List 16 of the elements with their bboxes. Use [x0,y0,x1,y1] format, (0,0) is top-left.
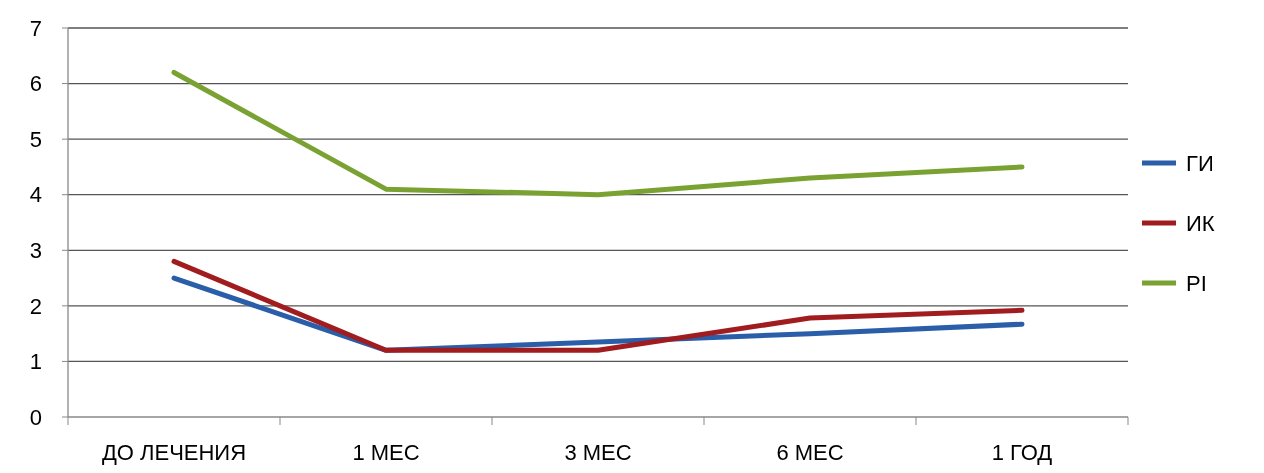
y-tick-label: 7 [29,15,42,41]
legend-label: PI [1186,270,1207,296]
y-tick-label: 0 [29,404,42,430]
y-tick-label: 1 [29,349,42,375]
x-tick-label: 1 МЕС [352,440,420,465]
y-tick-label: 6 [29,71,42,97]
y-tick-label: 3 [29,237,42,263]
x-tick-label: 3 МЕС [564,440,632,465]
x-tick-label: 6 МЕС [776,440,844,465]
x-tick-label: ДО ЛЕЧЕНИЯ [101,440,247,465]
x-tick-label: 1 ГОД [991,440,1053,465]
y-tick-label: 4 [29,182,42,208]
legend-label: ГИ [1186,150,1214,176]
legend-label: ИК [1186,210,1215,236]
y-tick-label: 5 [29,126,42,152]
y-tick-label: 2 [29,293,42,319]
